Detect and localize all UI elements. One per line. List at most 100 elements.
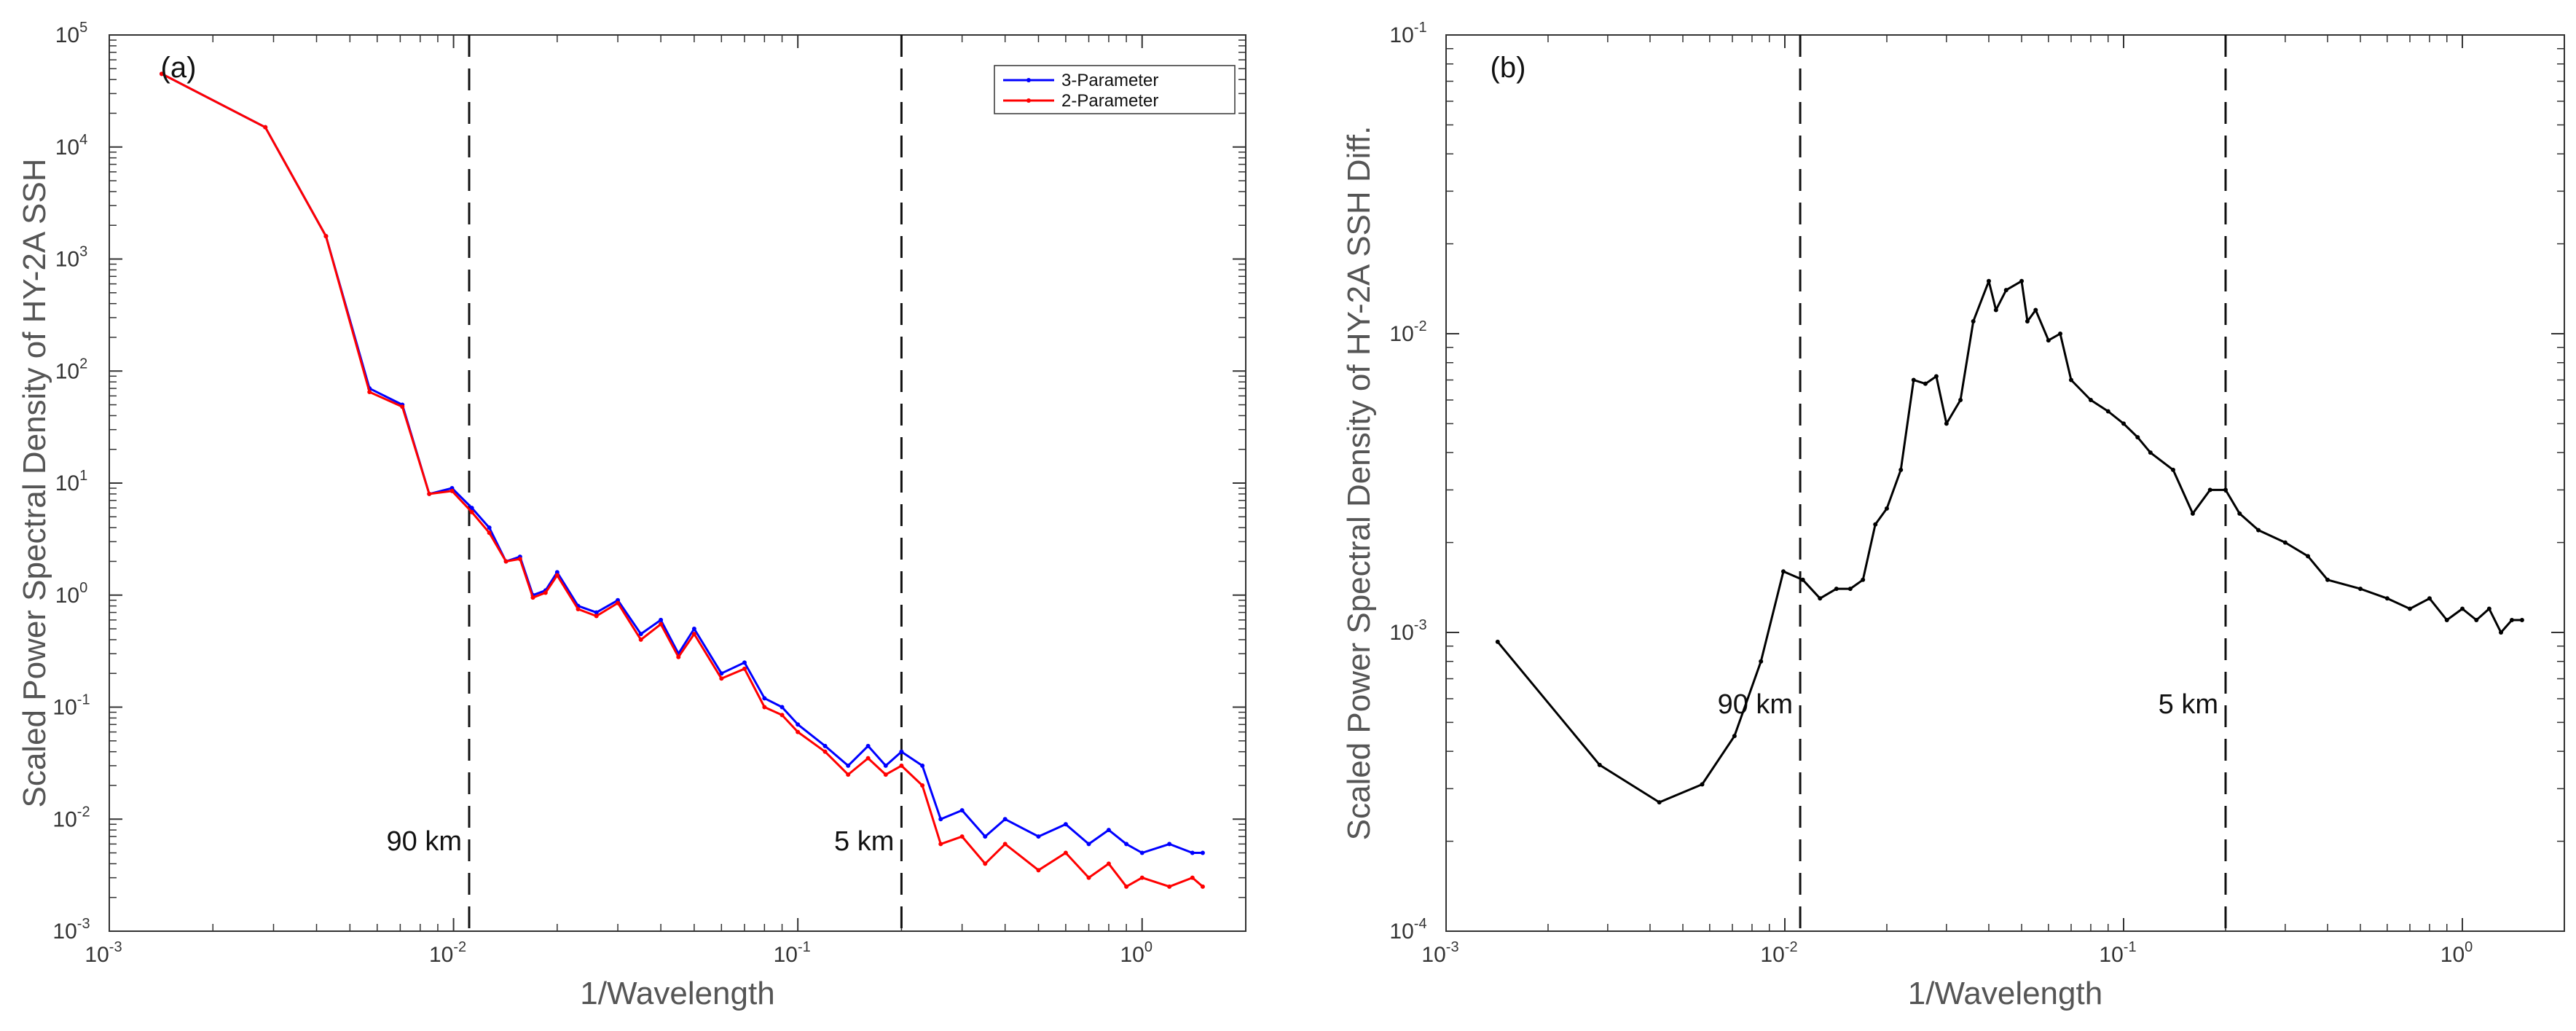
data-point: [899, 749, 904, 754]
y-axis-label: Scaled Power Spectral Density of HY-2A S…: [1341, 126, 1377, 841]
data-point: [659, 622, 664, 627]
y-tick-label: 105: [55, 20, 88, 47]
data-point: [920, 763, 925, 768]
data-point: [2135, 435, 2140, 440]
data-point: [883, 763, 888, 768]
data-point: [1002, 842, 1008, 847]
y-tick-label: 103: [55, 244, 88, 272]
data-point: [2025, 319, 2030, 324]
legend-entry: 3-Parameter: [1061, 71, 1158, 90]
data-point: [1190, 875, 1195, 880]
panel-label: (a): [161, 52, 197, 84]
x-tick-label: 10-1: [774, 939, 811, 967]
data-point: [594, 613, 599, 619]
data-point: [263, 125, 268, 130]
y-tick-label: 102: [55, 356, 88, 383]
data-point: [1139, 850, 1144, 855]
data-point: [983, 834, 988, 839]
data-point: [959, 808, 965, 813]
series-markers: [159, 71, 1205, 889]
data-point: [762, 705, 767, 710]
data-point: [1884, 506, 1889, 511]
data-point: [2427, 596, 2432, 601]
data-point: [1700, 782, 1705, 787]
data-point: [543, 590, 548, 595]
data-point: [659, 617, 664, 622]
legend-marker: [1026, 98, 1031, 103]
data-point: [1898, 467, 1904, 472]
data-point: [883, 772, 888, 777]
data-point: [1063, 850, 1068, 855]
data-point: [959, 834, 965, 839]
data-point: [2003, 288, 2008, 293]
data-point: [2256, 528, 2261, 533]
data-point: [638, 637, 643, 642]
series-markers: [159, 71, 1205, 855]
data-point: [1834, 587, 1839, 592]
data-point: [2306, 554, 2311, 559]
data-point: [2019, 278, 2025, 283]
data-point: [2068, 377, 2073, 383]
data-point: [2325, 577, 2330, 582]
legend-box: [994, 65, 1236, 114]
data-point: [400, 404, 405, 409]
x-tick-label: 100: [2440, 939, 2473, 967]
data-point: [2148, 450, 2153, 455]
data-point: [1780, 569, 1786, 574]
data-point: [846, 763, 851, 768]
data-point: [487, 525, 492, 530]
data-point: [2207, 487, 2212, 493]
data-point: [719, 671, 724, 676]
panel-a: 10-3 10-2 10-1 100 10-3 10-2 10-1 100 101 102 103 1…: [17, 20, 1246, 1011]
data-point: [1993, 307, 1998, 313]
x-tick-label: 10-2: [1760, 939, 1797, 967]
data-point: [1124, 884, 1129, 889]
legend-marker: [1026, 78, 1031, 82]
data-point: [1800, 577, 1805, 582]
x-tick-label: 100: [1120, 939, 1152, 967]
data-point: [983, 861, 988, 866]
data-point: [1086, 875, 1091, 880]
x-tick-label: 10-3: [1421, 939, 1458, 967]
data-point: [1002, 817, 1008, 822]
data-point: [554, 573, 559, 578]
data-point: [469, 506, 474, 511]
data-point: [822, 749, 828, 754]
data-point: [594, 610, 599, 615]
data-point: [1495, 639, 1500, 644]
data-point: [1958, 397, 1963, 402]
data-point: [1190, 850, 1195, 855]
data-point: [780, 713, 785, 718]
data-point: [2046, 338, 2051, 343]
data-point: [1167, 842, 1172, 847]
y-tick-label: 10-3: [1389, 617, 1426, 645]
data-point: [822, 743, 828, 748]
data-point: [2088, 397, 2093, 402]
data-point: [576, 606, 581, 611]
data-point: [938, 842, 943, 847]
data-point: [2444, 618, 2449, 623]
data-point: [2509, 618, 2514, 623]
y-tick-label: 10-2: [1389, 318, 1426, 346]
series-line-2-parameter: [161, 72, 1203, 888]
x-axis-label: 1/Wavelength: [580, 976, 774, 1011]
data-point: [530, 595, 535, 600]
data-point: [1063, 822, 1068, 827]
y-tick-label: 10-4: [1389, 916, 1426, 944]
wavelength-marker-label: 90 km: [1718, 689, 1793, 720]
data-point: [2384, 596, 2390, 601]
data-point: [503, 559, 508, 564]
y-tick-label: 10-1: [52, 692, 90, 720]
data-point: [2223, 487, 2228, 493]
wavelength-marker-label: 5 km: [834, 826, 894, 857]
data-point: [1200, 850, 1205, 855]
data-point: [1657, 800, 1662, 805]
series-line-3-parameter: [161, 72, 1203, 854]
wavelength-marker-label: 90 km: [387, 826, 462, 857]
data-point: [517, 557, 522, 562]
x-axis-label: 1/Wavelength: [1908, 976, 2102, 1011]
data-point: [427, 491, 432, 496]
minor-ticks: [109, 35, 1246, 931]
data-point: [676, 654, 681, 659]
data-point: [1036, 834, 1041, 839]
